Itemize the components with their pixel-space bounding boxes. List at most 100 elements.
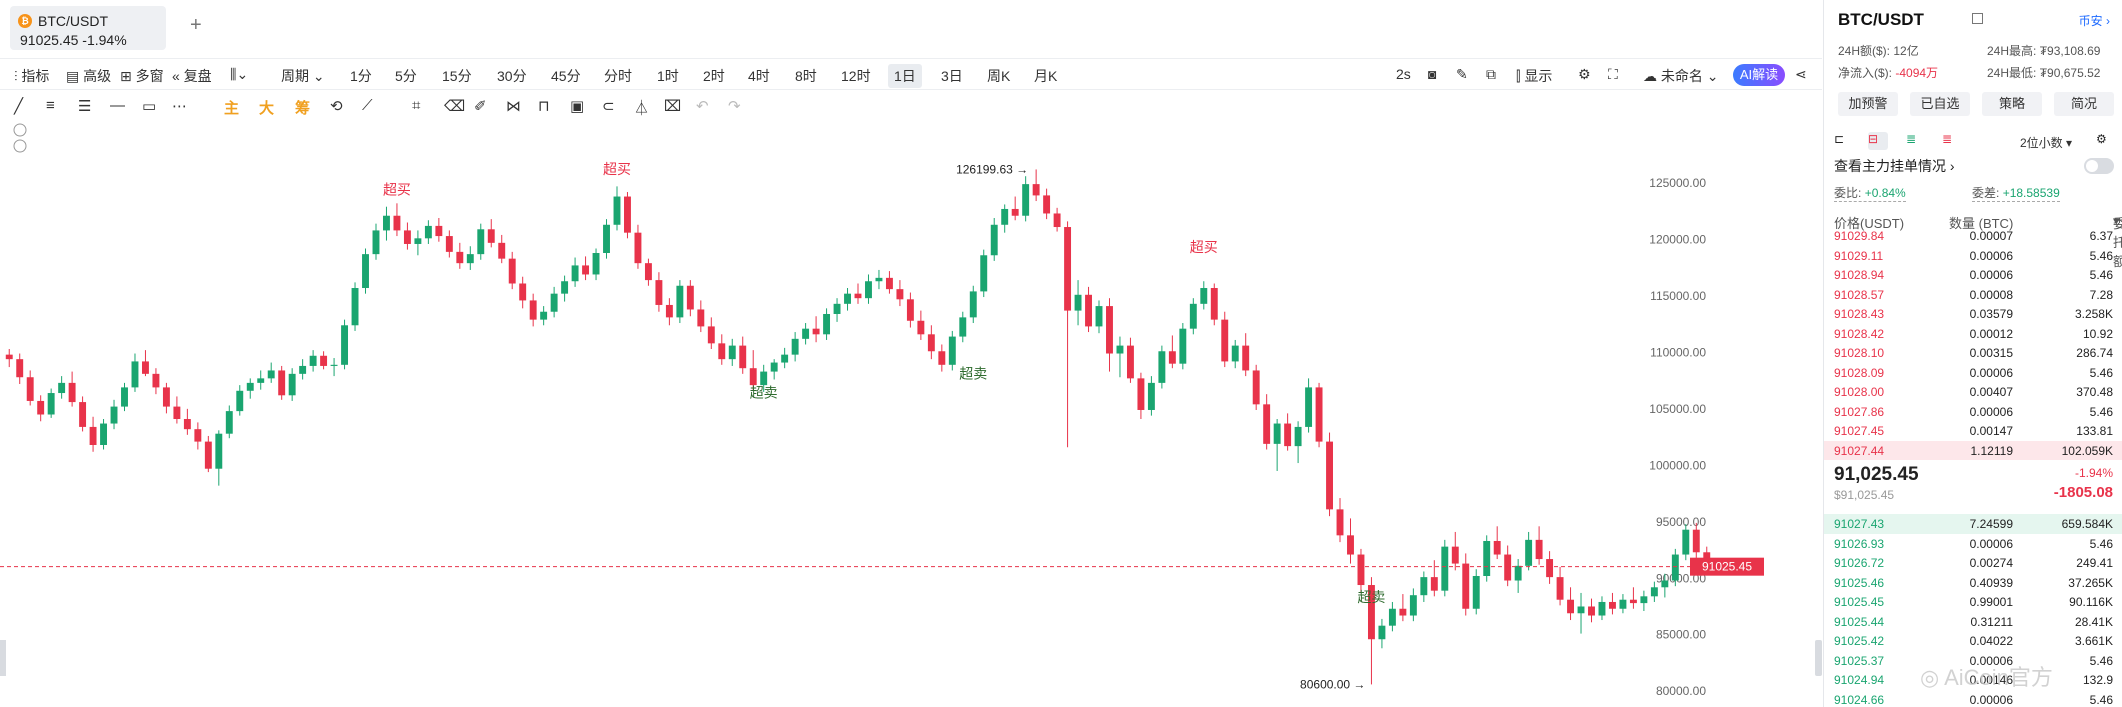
settings-icon[interactable]: ⚙ <box>1578 66 1591 82</box>
interval-1w[interactable]: 周K <box>987 68 1011 84</box>
asks-only-icon[interactable]: ≣ <box>1942 132 1953 146</box>
candle-body <box>1493 540 1501 555</box>
brush-icon[interactable]: ✐ <box>474 98 487 115</box>
exchange-link[interactable]: 币安 › <box>2079 12 2110 29</box>
bid-row[interactable]: 91027.43 7.24599 659.584K <box>1824 514 2122 534</box>
bid-row[interactable]: 91025.42 0.04022 3.661K <box>1824 631 2122 651</box>
refresh-rate[interactable]: 2s <box>1396 66 1411 82</box>
trash-icon[interactable]: ⌧ <box>664 98 682 115</box>
interval-5m[interactable]: 5分 <box>395 68 417 84</box>
strategy-button[interactable]: 策略 <box>1982 92 2042 116</box>
bid-row[interactable]: 91025.46 0.40939 37.265K <box>1824 573 2122 593</box>
symbol-tab[interactable]: ₿ BTC/USDT 91025.45 -1.94% <box>10 6 166 50</box>
main-orders-link[interactable]: 查看主力挂单情况 › <box>1834 156 1955 176</box>
interval-15m[interactable]: 15分 <box>442 68 472 84</box>
ask-row[interactable]: 91028.09 0.00006 5.46 <box>1824 363 2122 383</box>
channel-icon[interactable]: ☰ <box>78 98 92 115</box>
ask-row[interactable]: 91028.00 0.00407 370.48 <box>1824 382 2122 402</box>
ask-row[interactable]: 91028.94 0.00006 5.46 <box>1824 265 2122 285</box>
main-orders-toggle[interactable] <box>2084 158 2114 174</box>
ai-analysis-button[interactable]: AI解读 <box>1733 64 1785 86</box>
indicators-button[interactable]: ⫶ 指标 <box>14 66 49 86</box>
rectangle-icon[interactable]: ▭ <box>142 98 157 115</box>
more-tools-icon[interactable]: ⋯ <box>172 98 187 115</box>
interval-1m[interactable]: 1分 <box>350 68 372 84</box>
bid-row[interactable]: 91024.94 0.00146 132.9 <box>1824 670 2122 690</box>
sync-icon[interactable]: ⟲ <box>330 98 343 115</box>
ask-row[interactable]: 91029.11 0.00006 5.46 <box>1824 246 2122 266</box>
both-sides-icon[interactable]: ⊟ <box>1868 132 1888 150</box>
interval-timeline[interactable]: 分时 <box>604 68 632 84</box>
ask-row[interactable]: 91027.44 1.12119 102.059K <box>1824 440 2122 460</box>
measure-icon[interactable]: ⟋ <box>362 97 373 114</box>
candle-body <box>665 304 673 318</box>
layout-dropdown[interactable]: ☁ 未命名 ⌄ <box>1643 66 1719 86</box>
replay-button[interactable]: « 复盘 <box>172 66 212 86</box>
ask-row[interactable]: 91029.84 0.00007 6.37 <box>1824 226 2122 246</box>
watchlist-button[interactable]: 已自选 <box>1910 92 1970 116</box>
expand-indicators-icon[interactable] <box>13 123 27 137</box>
text-tool-icon[interactable]: ⌗ <box>412 97 421 114</box>
interval-4h[interactable]: 4时 <box>748 68 770 84</box>
interval-45m[interactable]: 45分 <box>551 68 581 84</box>
bookmark-icon[interactable]: ⊏ <box>1834 132 1845 146</box>
ask-row[interactable]: 91028.10 0.00315 286.74 <box>1824 343 2122 363</box>
filter-icon[interactable]: ⏃ <box>634 100 650 117</box>
redo-icon[interactable]: ↷ <box>728 98 741 115</box>
ask-qty: 0.00006 <box>1969 365 2013 380</box>
interval-12h[interactable]: 12时 <box>841 68 871 84</box>
overview-button[interactable]: 简况 <box>2054 92 2114 116</box>
bid-row[interactable]: 91026.93 0.00006 5.46 <box>1824 534 2122 554</box>
window-icon[interactable]: ⧉ <box>1486 66 1496 82</box>
interval-1mo[interactable]: 月K <box>1034 68 1058 84</box>
bid-row[interactable]: 91026.72 0.00274 249.41 <box>1824 553 2122 573</box>
undo-icon[interactable]: ↶ <box>696 98 709 115</box>
magnet-icon[interactable]: ⊂ <box>602 98 615 115</box>
share-icon[interactable]: ⋖ <box>1795 66 1807 82</box>
left-scroll-handle[interactable] <box>0 640 6 676</box>
ask-row[interactable]: 91027.86 0.00006 5.46 <box>1824 402 2122 422</box>
ray-icon[interactable]: — <box>110 97 125 114</box>
interval-8h[interactable]: 8时 <box>795 68 817 84</box>
candle-body <box>1273 423 1281 444</box>
bid-row[interactable]: 91024.66 0.00006 5.46 <box>1824 690 2122 707</box>
display-button[interactable]: ⫿ 显示 <box>1516 66 1552 86</box>
copy-icon[interactable] <box>1972 13 1983 24</box>
period-dropdown[interactable]: 周期 ⌄ <box>281 66 325 86</box>
multi-window-button[interactable]: ⊞ 多窗 <box>120 66 164 86</box>
add-tab-button[interactable]: + <box>190 14 202 36</box>
chip-button[interactable]: 筹 <box>295 100 311 117</box>
camera-icon[interactable]: ◙ <box>1428 66 1437 82</box>
collapse-indicators-icon[interactable] <box>13 139 27 153</box>
decimals-dropdown[interactable]: 2位小数 ▾ <box>2020 134 2072 151</box>
add-alert-button[interactable]: 加预警 <box>1838 92 1898 116</box>
interval-1h[interactable]: 1时 <box>657 68 679 84</box>
chart-type-button[interactable]: ⫼⌄ <box>230 66 248 83</box>
pen-icon[interactable]: ✎ <box>1456 66 1468 82</box>
ask-row[interactable]: 91028.42 0.00012 10.92 <box>1824 324 2122 344</box>
interval-3d[interactable]: 3日 <box>941 68 963 84</box>
bid-row[interactable]: 91025.45 0.99001 90.116K <box>1824 592 2122 612</box>
ask-row[interactable]: 91027.45 0.00147 133.81 <box>1824 421 2122 441</box>
interval-30m[interactable]: 30分 <box>497 68 527 84</box>
settings-icon[interactable]: ⚙ <box>2096 132 2107 146</box>
interval-1d[interactable]: 1日 <box>888 64 922 88</box>
horizontal-lines-icon[interactable]: ≡ <box>46 97 55 114</box>
bid-row[interactable]: 91025.37 0.00006 5.46 <box>1824 651 2122 671</box>
fullscreen-icon[interactable]: ⛶ <box>1608 66 1618 82</box>
right-scroll-handle[interactable] <box>1815 640 1822 676</box>
trendline-icon[interactable]: ╱ <box>14 98 24 115</box>
pattern-icon[interactable]: ⋈ <box>506 98 521 115</box>
interval-2h[interactable]: 2时 <box>703 68 725 84</box>
template-icon[interactable]: ▣ <box>570 98 585 115</box>
eraser-icon[interactable]: ⌫ <box>444 98 466 115</box>
bid-row[interactable]: 91025.44 0.31211 28.41K <box>1824 612 2122 632</box>
ask-row[interactable]: 91028.43 0.03579 3.258K <box>1824 304 2122 324</box>
advanced-button[interactable]: ▤ 高级 <box>66 66 111 86</box>
ask-row[interactable]: 91028.57 0.00008 7.28 <box>1824 285 2122 305</box>
big-order-button[interactable]: 大 <box>259 100 275 117</box>
main-force-button[interactable]: 主 <box>224 100 240 117</box>
candlestick-chart[interactable]: 125000.00 120000.00 115000.00 110000.00 1050… <box>0 122 1822 707</box>
lock-icon[interactable]: ⊓ <box>538 98 550 115</box>
bids-only-icon[interactable]: ≣ <box>1906 132 1917 146</box>
